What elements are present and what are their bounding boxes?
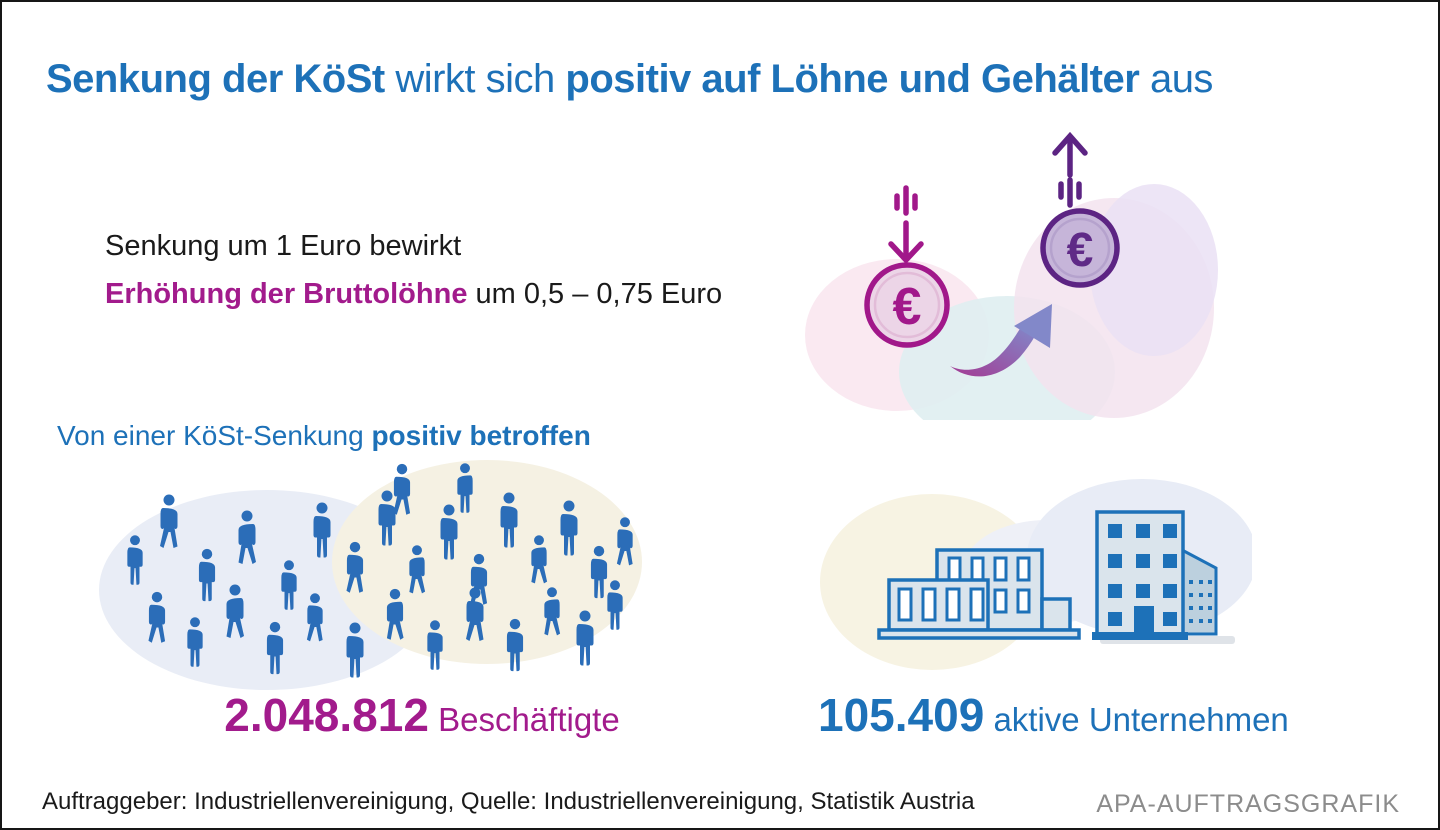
title-regular-2: aus [1139,57,1213,101]
tower-building [1092,510,1235,644]
effect-line-2: Erhöhung der Bruttolöhne um 0,5 – 0,75 E… [105,270,722,318]
title-bold-2: positiv auf Löhne und Gehälter [565,57,1140,101]
euro-coin-purple: € [1040,208,1120,288]
effect-statement: Senkung um 1 Euro bewirkt Erhöhung der B… [105,222,722,318]
crowd-of-people-icon [99,460,642,690]
arrow-up-icon [1052,131,1088,208]
section-label-bold: positiv betroffen [371,420,591,451]
companies-value: 105.409 [818,689,985,741]
section-label-regular: Von einer KöSt-Senkung [57,420,372,451]
arrow-down-icon [888,185,924,265]
page-title: Senkung der KöSt wirkt sich positiv auf … [46,57,1213,102]
title-bold-1: Senkung der KöSt [46,57,385,101]
euro-coins-illustration: € € [805,131,1218,420]
employees-label: Beschäftigte [438,701,620,738]
footer-credits: Auftraggeber: Industriellenvereinigung, … [42,788,975,815]
office-building [877,548,1081,640]
employees-value: 2.048.812 [224,689,429,741]
title-regular-1: wirkt sich [384,57,566,101]
effect-line-2-rest: um 0,5 – 0,75 Euro [467,278,723,310]
crowd-blobs [99,460,642,690]
effect-line-1: Senkung um 1 Euro bewirkt [105,230,462,262]
company-buildings-icon [820,479,1252,670]
euro-coin-magenta: € [864,262,950,348]
effect-highlight: Erhöhung der Bruttolöhne [105,278,468,310]
companies-stat: 105.409 aktive Unternehmen [818,690,1289,745]
employees-stat: 2.048.812 Beschäftigte [142,690,702,745]
section-label: Von einer KöSt-Senkung positiv betroffen [57,420,591,452]
curved-growth-arrow-icon [950,304,1052,377]
footer-brand: APA-AUFTRAGSGRAFIK [1096,790,1400,818]
euro-symbol: € [893,278,922,336]
euro-symbol: € [1067,224,1094,277]
companies-label: aktive Unternehmen [993,701,1289,738]
